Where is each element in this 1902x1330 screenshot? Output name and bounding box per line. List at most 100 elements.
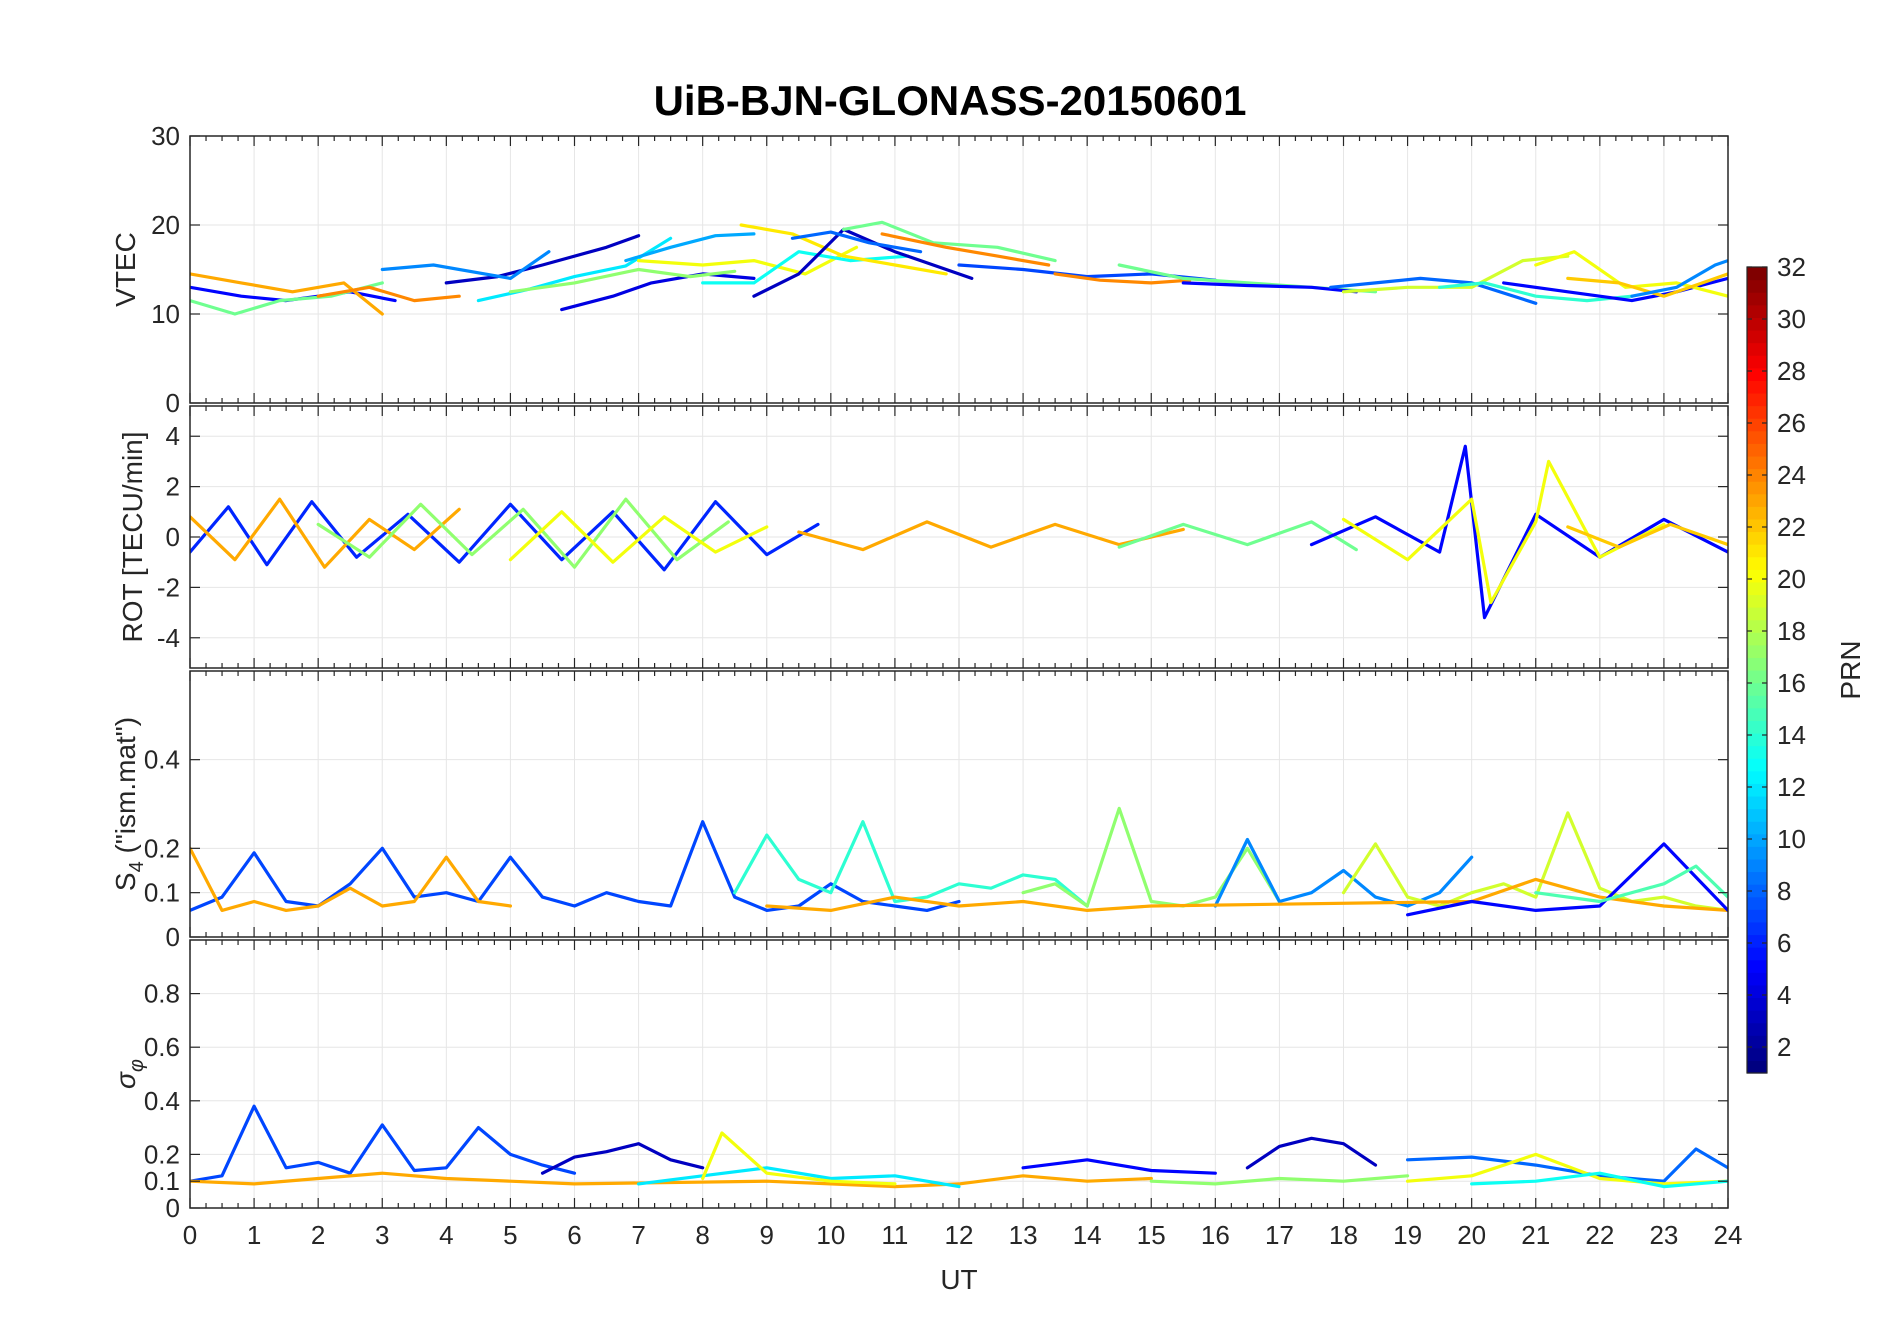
y-tick-label: 20 xyxy=(151,210,180,240)
series-group xyxy=(190,806,1728,917)
colorbar-segment xyxy=(1747,670,1767,684)
series-line-prn-23 xyxy=(190,272,384,316)
x-tick-label: 15 xyxy=(1137,1220,1166,1250)
x-tick-label: 0 xyxy=(183,1220,197,1250)
series-line-prn-8 xyxy=(790,230,923,254)
y-tick-label: 0 xyxy=(166,1193,180,1223)
x-tick-label: 9 xyxy=(760,1220,774,1250)
y-label-main: σ xyxy=(110,1071,141,1089)
colorbar-segment xyxy=(1747,833,1767,847)
x-tick-label: 18 xyxy=(1329,1220,1358,1250)
y-tick-label: 0 xyxy=(166,388,180,418)
y-label-sub: 4 xyxy=(126,861,148,872)
colorbar-tick-label: 4 xyxy=(1777,980,1791,1010)
y-tick-label: 0.4 xyxy=(144,1086,180,1116)
colorbar-segment xyxy=(1747,594,1767,608)
colorbar-segment xyxy=(1747,783,1767,797)
x-tick-label: 21 xyxy=(1521,1220,1550,1250)
colorbar-segment xyxy=(1747,997,1767,1011)
y-tick-label: 0.1 xyxy=(144,1166,180,1196)
colorbar-tick-label: 28 xyxy=(1777,356,1806,386)
series-line-prn-21 xyxy=(739,223,948,276)
series-line-prn-23 xyxy=(190,497,461,569)
y-tick-label: 0.2 xyxy=(144,833,180,863)
x-tick-label: 11 xyxy=(881,1220,908,1250)
colorbar-segment xyxy=(1747,1022,1767,1036)
colorbar-segment xyxy=(1747,380,1767,394)
colorbar-segment xyxy=(1747,418,1767,432)
y-tick-label: 0.6 xyxy=(144,1032,180,1062)
x-tick-label: 22 xyxy=(1585,1220,1614,1250)
x-axis-label: UT xyxy=(940,1264,977,1295)
colorbar-tick-label: 24 xyxy=(1777,460,1806,490)
series-line-prn-24 xyxy=(1053,272,1192,285)
series-line-prn-12 xyxy=(636,1166,961,1189)
colorbar-segment xyxy=(1747,443,1767,457)
panel-s4: 00.10.20.4S4 ("ism.mat") xyxy=(110,670,1729,952)
colorbar-tick-label: 2 xyxy=(1777,1032,1791,1062)
colorbar-segment xyxy=(1747,342,1767,356)
colorbar-label: PRN xyxy=(1835,640,1866,699)
series-line-prn-5 xyxy=(1181,281,1358,294)
series-line-prn-17 xyxy=(508,267,737,294)
y-label-rest: ("ism.mat") xyxy=(110,717,141,861)
series-line-prn-20 xyxy=(1405,1152,1728,1186)
colorbar-tick-label: 14 xyxy=(1777,720,1806,750)
colorbar-segment xyxy=(1747,644,1767,659)
series-line-prn-5 xyxy=(1021,1158,1217,1175)
series-line-prn-4 xyxy=(560,272,756,312)
colorbar-segment xyxy=(1747,455,1767,470)
colorbar-segment xyxy=(1747,657,1767,671)
colorbar-segment xyxy=(1747,884,1767,898)
colorbar-segment xyxy=(1747,959,1767,973)
series-line-prn-6 xyxy=(190,500,820,572)
x-tick-label: 17 xyxy=(1265,1220,1294,1250)
series-line-prn-8 xyxy=(1329,276,1538,305)
colorbar-segment xyxy=(1747,871,1767,885)
x-tick-label: 16 xyxy=(1201,1220,1230,1250)
colorbar-segment xyxy=(1747,720,1767,734)
colorbar-segment xyxy=(1747,329,1767,344)
colorbar-segment xyxy=(1747,367,1767,381)
colorbar-segment xyxy=(1747,821,1767,835)
colorbar-segment xyxy=(1747,682,1767,696)
colorbar-segment xyxy=(1747,909,1767,923)
colorbar-tick-label: 32 xyxy=(1777,252,1806,282)
colorbar-segment xyxy=(1747,984,1767,999)
colorbar-segment xyxy=(1747,947,1767,961)
x-tick-label: 3 xyxy=(375,1220,389,1250)
y-tick-label: 0.1 xyxy=(144,878,180,908)
colorbar-tick-label: 8 xyxy=(1777,876,1791,906)
x-tick-label: 19 xyxy=(1393,1220,1422,1250)
y-tick-label: 10 xyxy=(151,299,180,329)
series-line-prn-9 xyxy=(1630,259,1728,298)
colorbar-segment xyxy=(1747,304,1767,318)
colorbar-segment xyxy=(1747,808,1767,822)
series-line-prn-16 xyxy=(190,281,384,316)
series-line-prn-13 xyxy=(1470,1171,1728,1189)
colorbar-tick-label: 20 xyxy=(1777,564,1806,594)
series-line-prn-5 xyxy=(1405,842,1728,917)
series-group xyxy=(190,444,1728,620)
series-line-prn-20 xyxy=(701,1131,897,1186)
series-line-prn-23 xyxy=(797,520,1185,552)
colorbar-tick-label: 30 xyxy=(1777,304,1806,334)
colorbar-segment xyxy=(1747,430,1767,444)
colorbar-segment xyxy=(1747,921,1767,936)
series-line-prn-10 xyxy=(624,232,756,263)
colorbar-segment xyxy=(1747,279,1767,293)
series-line-prn-24 xyxy=(880,232,1051,267)
y-tick-label: 0.8 xyxy=(144,979,180,1009)
colorbar-segment xyxy=(1747,267,1767,281)
colorbar-segment xyxy=(1747,934,1767,948)
series-line-prn-17 xyxy=(1149,1174,1410,1186)
series-line-prn-19 xyxy=(1341,811,1728,913)
colorbar-segment xyxy=(1747,317,1767,331)
panel-vtec: 0 10 20 30 VTEC xyxy=(110,121,1729,418)
colorbar-segment xyxy=(1747,758,1767,772)
colorbar-segment xyxy=(1747,707,1767,721)
x-tick-label: 14 xyxy=(1073,1220,1102,1250)
x-tick-label: 2 xyxy=(311,1220,325,1250)
colorbar-segment xyxy=(1747,972,1767,986)
colorbar-segment xyxy=(1747,1060,1767,1074)
